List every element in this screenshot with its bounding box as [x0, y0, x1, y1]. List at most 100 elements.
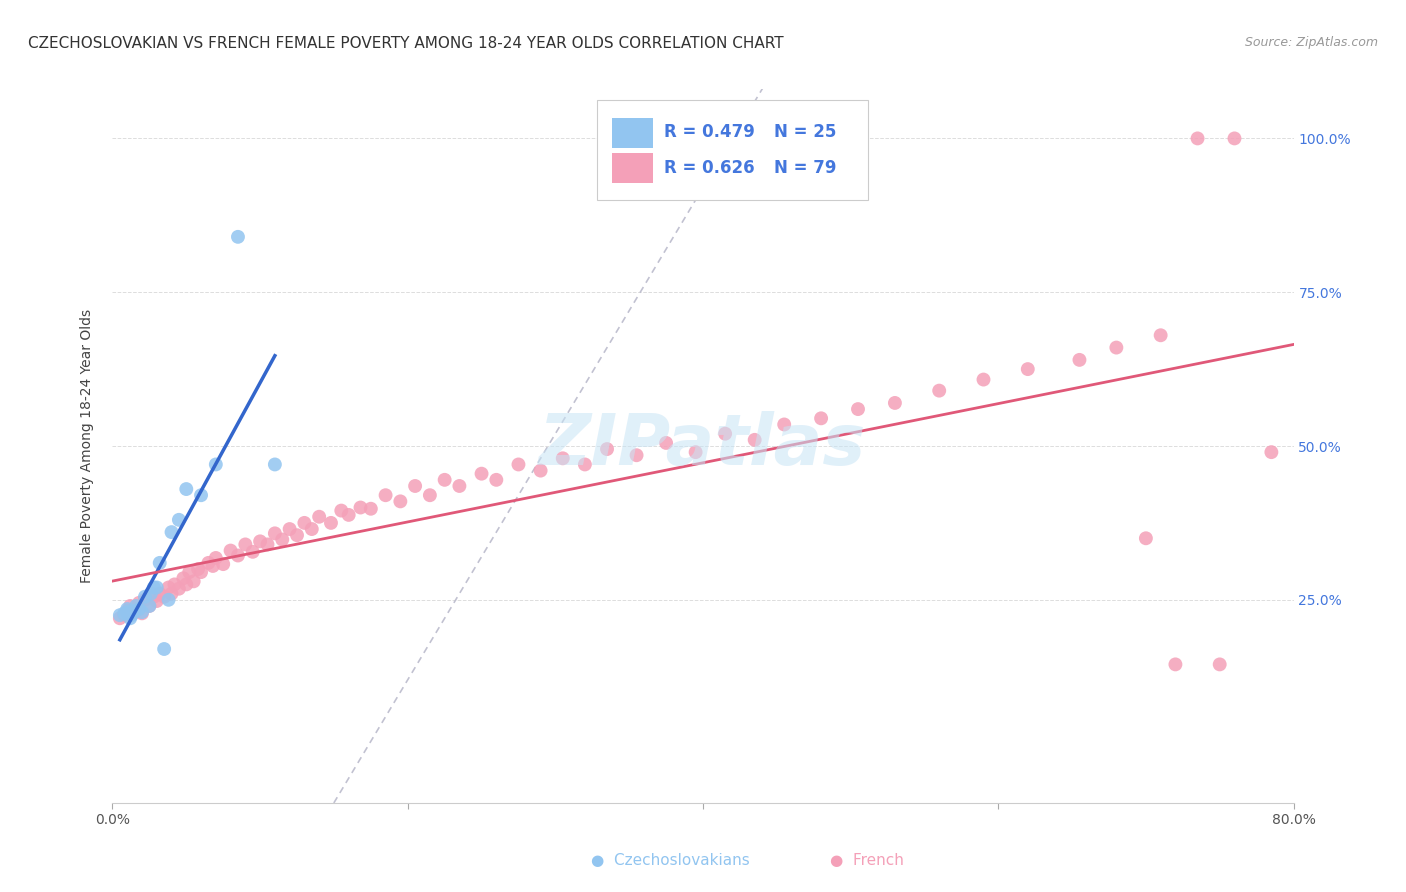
- Point: [285, 528, 308, 542]
- Text: R = 0.479: R = 0.479: [664, 123, 755, 141]
- Text: N = 79: N = 79: [773, 159, 837, 177]
- Point: [360, 501, 382, 516]
- Point: [157, 581, 180, 595]
- Point: [134, 590, 156, 604]
- Point: [470, 467, 494, 481]
- Point: [846, 402, 869, 417]
- Point: [433, 473, 456, 487]
- Point: [190, 488, 212, 502]
- Point: [121, 608, 143, 623]
- Point: [183, 574, 205, 589]
- Point: [1187, 131, 1209, 145]
- Point: [884, 396, 907, 410]
- Point: [108, 611, 131, 625]
- Point: [212, 557, 235, 571]
- Point: [1017, 362, 1039, 376]
- Point: [219, 543, 242, 558]
- Bar: [612, 153, 654, 184]
- Point: [167, 513, 190, 527]
- Point: [508, 458, 530, 472]
- Point: [128, 596, 150, 610]
- Text: R = 0.626: R = 0.626: [664, 159, 755, 177]
- Point: [337, 508, 360, 522]
- Text: Source: ZipAtlas.com: Source: ZipAtlas.com: [1244, 36, 1378, 49]
- Point: [233, 537, 256, 551]
- Point: [626, 448, 648, 462]
- Point: [160, 587, 183, 601]
- Point: [226, 230, 249, 244]
- Point: [124, 604, 146, 618]
- Point: [117, 604, 138, 618]
- Point: [389, 494, 412, 508]
- Text: ●  Czechoslovakians: ● Czechoslovakians: [591, 854, 749, 868]
- Point: [1208, 657, 1232, 672]
- Point: [120, 611, 142, 625]
- Text: ●  French: ● French: [830, 854, 904, 868]
- Point: [157, 592, 180, 607]
- Point: [330, 503, 353, 517]
- Point: [187, 562, 209, 576]
- Point: [596, 442, 619, 456]
- Point: [149, 556, 172, 570]
- Point: [404, 479, 426, 493]
- Point: [529, 464, 551, 478]
- Point: [242, 545, 264, 559]
- Point: [655, 436, 678, 450]
- Point: [928, 384, 950, 398]
- Text: ZIPatlas: ZIPatlas: [540, 411, 866, 481]
- Point: [419, 488, 441, 502]
- Point: [112, 608, 135, 623]
- Point: [146, 581, 169, 595]
- Point: [308, 509, 330, 524]
- Point: [226, 549, 249, 563]
- Point: [172, 571, 194, 585]
- Point: [142, 581, 165, 595]
- Point: [142, 590, 165, 604]
- Point: [264, 526, 287, 541]
- Point: [485, 473, 508, 487]
- FancyBboxPatch shape: [596, 100, 869, 200]
- Point: [163, 577, 186, 591]
- Point: [138, 599, 160, 613]
- Point: [1150, 328, 1173, 343]
- Point: [278, 522, 301, 536]
- Point: [205, 458, 228, 472]
- Point: [197, 556, 219, 570]
- Point: [128, 602, 150, 616]
- Point: [973, 373, 995, 387]
- Point: [117, 602, 138, 616]
- Point: [120, 599, 142, 613]
- Point: [349, 500, 371, 515]
- Point: [292, 516, 315, 530]
- Point: [179, 565, 201, 579]
- Point: [551, 451, 574, 466]
- Point: [264, 458, 287, 472]
- Point: [1164, 657, 1187, 672]
- Point: [131, 607, 153, 621]
- Point: [256, 537, 278, 551]
- Point: [149, 587, 172, 601]
- Point: [574, 458, 596, 472]
- Point: [174, 577, 197, 591]
- Point: [714, 426, 737, 441]
- Point: [374, 488, 396, 502]
- Point: [190, 565, 212, 579]
- Point: [160, 525, 183, 540]
- Point: [1260, 445, 1282, 459]
- Point: [205, 551, 228, 566]
- Point: [1223, 131, 1246, 145]
- Point: [449, 479, 471, 493]
- Point: [271, 533, 294, 547]
- Bar: [612, 118, 654, 148]
- Point: [201, 558, 224, 573]
- Point: [685, 445, 707, 459]
- Point: [744, 433, 766, 447]
- Point: [117, 605, 138, 619]
- Point: [139, 587, 162, 601]
- Point: [112, 607, 135, 621]
- Point: [134, 592, 156, 607]
- Text: N = 25: N = 25: [773, 123, 837, 141]
- Point: [108, 608, 131, 623]
- Point: [319, 516, 342, 530]
- Point: [1105, 341, 1128, 355]
